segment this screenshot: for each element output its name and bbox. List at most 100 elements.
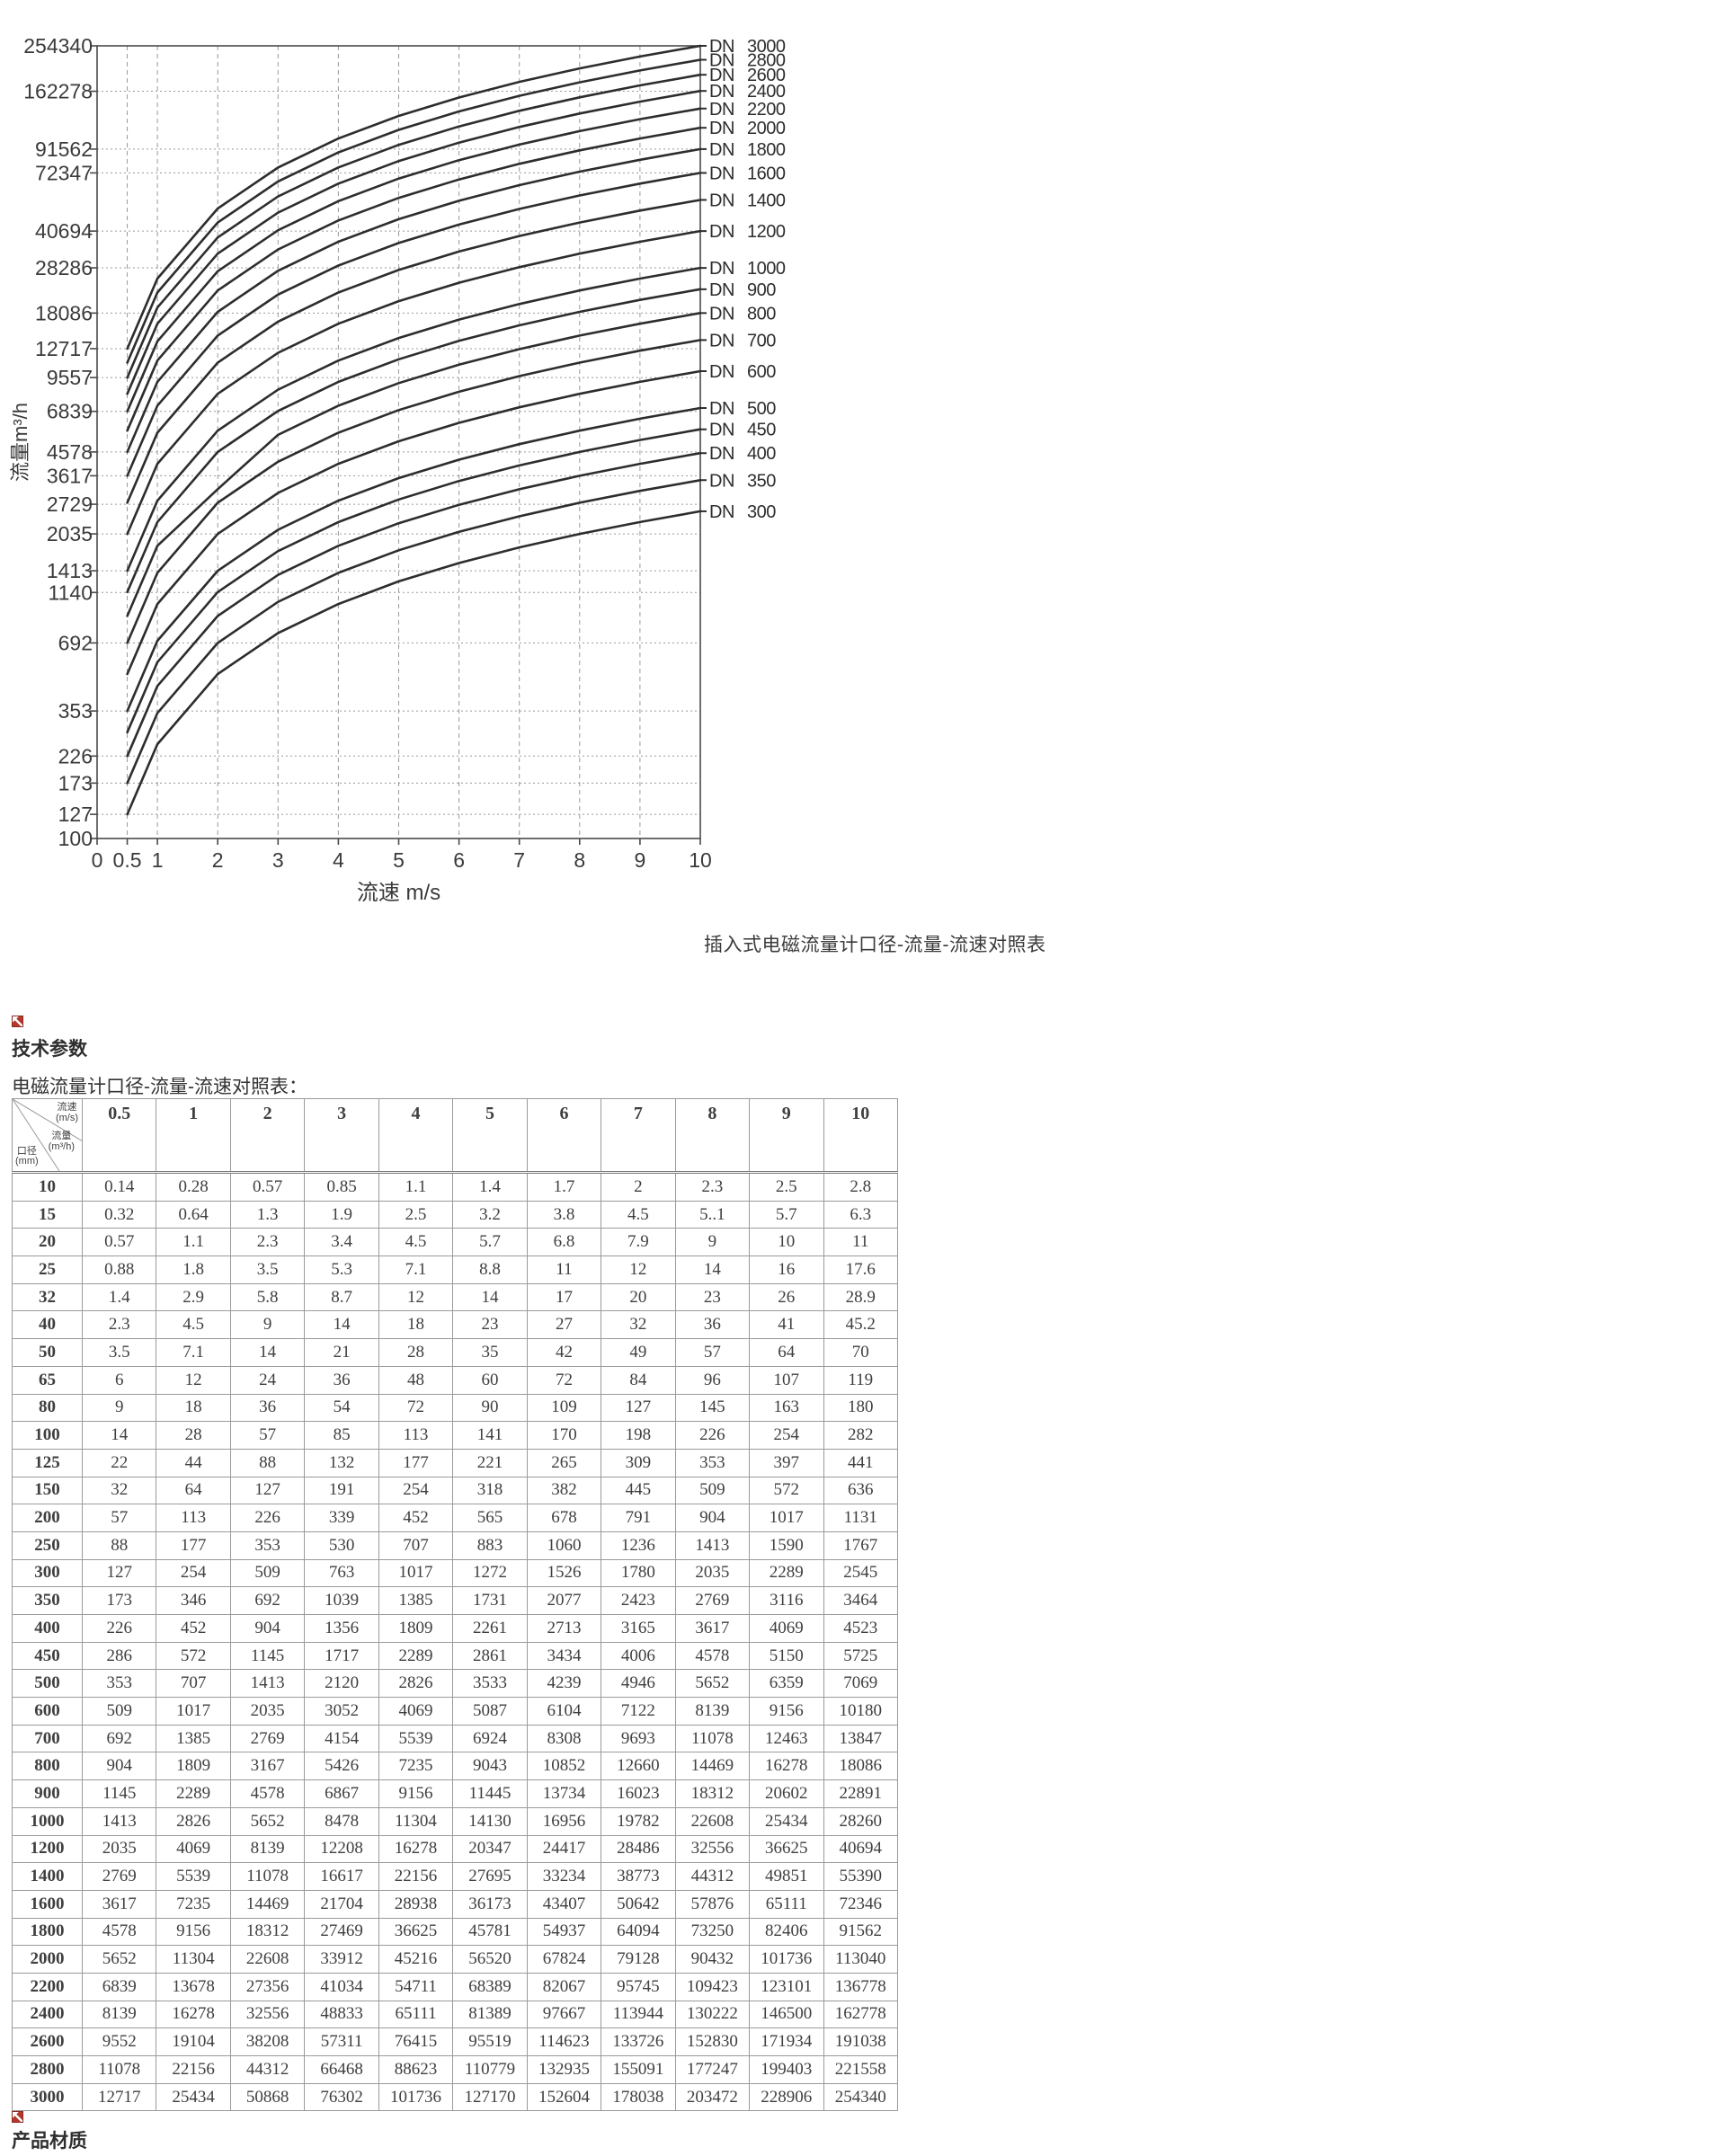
series-line-dn-2200 <box>126 107 702 413</box>
series-label: DN 2600 <box>709 66 786 85</box>
flow-velocity-chart: 2543401622789156272347406942828618086127… <box>9 34 786 905</box>
flow-value-cell: 54937 <box>526 1917 602 1947</box>
flow-value-cell: 0.14 <box>81 1172 157 1202</box>
flow-value-cell: 5150 <box>749 1641 824 1671</box>
flow-value-cell: 1039 <box>304 1586 379 1615</box>
flow-value-cell: 265 <box>526 1448 602 1477</box>
y-tick-label: 40694 <box>35 219 93 243</box>
x-tick-label: 4 <box>333 848 344 872</box>
flow-value-cell: 5.3 <box>304 1255 379 1284</box>
table-row-dn-2600: 2600 9552 19104 38208 57311 76415 95519 114623 1… <box>12 2027 899 2056</box>
flow-value-cell: 203472 <box>674 2082 751 2112</box>
flow-value-cell: 10180 <box>823 1697 899 1726</box>
flow-value-cell: 41 <box>749 1310 824 1340</box>
flow-value-cell: 2035 <box>229 1697 306 1726</box>
flow-value-cell: 45216 <box>378 1945 454 1974</box>
flow-value-cell: 88 <box>229 1448 306 1477</box>
flow-value-cell: 3052 <box>304 1697 379 1726</box>
flow-value-cell: 5.8 <box>229 1282 306 1312</box>
flow-value-cell: 3167 <box>229 1752 306 1781</box>
flow-value-cell: 2 <box>601 1172 676 1202</box>
flow-value-cell: 1.4 <box>81 1282 157 1312</box>
flow-value-cell: 49851 <box>749 1862 824 1891</box>
flow-value-cell: 18086 <box>823 1752 899 1781</box>
flow-value-cell: 4523 <box>823 1614 899 1643</box>
x-axis-ticks: 0 0.5 1 2 3 4 5 6 7 8 9 10 <box>92 838 712 872</box>
series-label: DN 350 <box>709 471 776 491</box>
table-row-dn-1200: 1200 2035 4069 8139 12208 16278 20347 24417 2848… <box>12 1834 899 1864</box>
flow-value-cell: 113040 <box>823 1945 899 1974</box>
flow-value-cell: 1272 <box>452 1558 528 1588</box>
flow-value-cell: 155091 <box>601 2055 676 2084</box>
flow-value-cell: 221 <box>452 1448 528 1477</box>
flow-value-cell: 2.5 <box>378 1200 454 1229</box>
flow-value-cell: 707 <box>156 1669 231 1699</box>
flow-value-cell: 28260 <box>823 1806 899 1836</box>
broken-image-icon <box>12 2111 23 2123</box>
flow-value-cell: 85 <box>304 1421 379 1450</box>
series-line-dn-2600 <box>126 73 702 379</box>
flow-value-cell: 0.28 <box>156 1172 231 1202</box>
flow-value-cell: 12660 <box>601 1752 676 1781</box>
table-title: 电磁流量计口径-流量-流速对照表： <box>12 1077 307 1097</box>
flow-value-cell: 346 <box>156 1586 231 1615</box>
flow-value-cell: 2769 <box>229 1724 306 1753</box>
flow-value-cell: 11445 <box>452 1779 528 1808</box>
y-tick-label: 100 <box>58 827 93 850</box>
flow-value-cell: 95519 <box>452 2027 528 2056</box>
flow-value-cell: 76415 <box>378 2027 454 2056</box>
flow-value-cell: 3.8 <box>526 1200 602 1229</box>
flow-value-cell: 254340 <box>823 2082 899 2112</box>
flow-value-cell: 17.6 <box>823 1255 899 1284</box>
flow-value-cell: 38208 <box>229 2027 306 2056</box>
flow-value-cell: 24417 <box>526 1834 602 1864</box>
flow-value-cell: 2289 <box>749 1558 824 1588</box>
y-tick-label: 162278 <box>23 80 93 103</box>
flow-value-cell: 27469 <box>304 1917 379 1947</box>
flow-value-cell: 28.9 <box>823 1282 899 1312</box>
flow-value-cell: 82406 <box>749 1917 824 1947</box>
dn-cell: 400 <box>12 1614 83 1643</box>
table-row-dn-3000: 3000 12717 25434 50868 76302 101736 127170 1526… <box>12 2082 899 2112</box>
flow-value-cell: 692 <box>229 1586 306 1615</box>
flow-value-cell: 226 <box>674 1421 751 1450</box>
series-label: DN 400 <box>709 444 776 464</box>
table-row-dn-10: 10 0.14 0.28 0.57 0.85 1.1 1.4 1.7 2 2.3 2.5 2.8 <box>12 1172 899 1202</box>
flow-value-cell: 2826 <box>378 1669 454 1699</box>
flow-value-cell: 16278 <box>378 1834 454 1864</box>
flow-value-cell: 178038 <box>601 2082 676 2112</box>
flow-value-cell: 32 <box>601 1310 676 1340</box>
flow-value-cell: 10 <box>749 1228 824 1257</box>
table-row-dn-1400: 1400 2769 5539 11078 16617 22156 27695 33234 387… <box>12 1862 899 1891</box>
flow-value-cell: 353 <box>229 1530 306 1560</box>
flow-value-cell: 28 <box>378 1338 454 1367</box>
flow-value-cell: 119 <box>823 1365 899 1395</box>
y-tick-label: 18086 <box>35 301 93 324</box>
flow-value-cell: 1809 <box>156 1752 231 1781</box>
series-line-dn-450 <box>126 428 702 734</box>
flow-value-cell: 5.7 <box>749 1200 824 1229</box>
flow-value-cell: 14469 <box>229 1889 306 1919</box>
dn-cell: 350 <box>12 1586 83 1615</box>
flow-value-cell: 791 <box>601 1504 676 1532</box>
flow-value-cell: 107 <box>749 1365 824 1395</box>
table-row-dn-1000: 1000 1413 2826 5652 8478 11304 14130 16956 19782… <box>12 1806 899 1836</box>
flow-value-cell: 2713 <box>526 1614 602 1643</box>
flow-value-cell: 25434 <box>749 1806 824 1836</box>
flow-value-cell: 7069 <box>823 1669 899 1699</box>
flow-value-cell: 1145 <box>229 1641 306 1671</box>
table-row-dn-15: 15 0.32 0.64 1.3 1.9 2.5 3.2 3.8 4.5 5..1 5.7 6.3 <box>12 1200 899 1229</box>
flow-value-cell: 72 <box>378 1393 454 1423</box>
flow-value-cell: 904 <box>81 1752 157 1781</box>
flow-value-cell: 65111 <box>749 1889 824 1919</box>
flow-value-cell: 27 <box>526 1310 602 1340</box>
flow-value-cell: 21704 <box>304 1889 379 1919</box>
flow-value-cell: 3.5 <box>81 1338 157 1367</box>
flow-value-cell: 1.9 <box>304 1200 379 1229</box>
flow-value-cell: 28 <box>156 1421 231 1450</box>
series-line-dn-3000 <box>126 44 702 350</box>
flow-value-cell: 82067 <box>526 1972 602 2001</box>
velocity-column-header: 0.5 <box>81 1098 157 1174</box>
series-label: DN 900 <box>709 280 776 300</box>
flow-value-cell: 55390 <box>823 1862 899 1891</box>
